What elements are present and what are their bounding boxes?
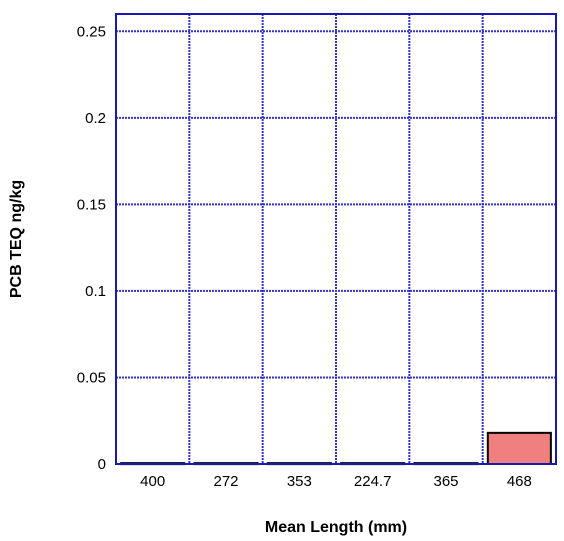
x-axis-title: Mean Length (mm) bbox=[265, 519, 407, 536]
y-axis-title: PCB TEQ ng/kg bbox=[8, 180, 25, 298]
y-tick-label: 0.15 bbox=[77, 196, 106, 213]
bar-468 bbox=[486, 431, 552, 466]
x-tick-label: 353 bbox=[287, 473, 312, 490]
x-tick-label: 224.7 bbox=[354, 473, 392, 490]
y-tick-label: 0.1 bbox=[85, 283, 106, 300]
x-tick-labels: 400 272 353 224.7 365 468 bbox=[140, 473, 532, 490]
y-tick-label: 0.2 bbox=[85, 110, 106, 127]
plot-frame bbox=[115, 13, 557, 465]
x-tick-label: 400 bbox=[140, 473, 165, 490]
y-tick-label: 0.25 bbox=[77, 23, 106, 40]
x-tick-label: 272 bbox=[213, 473, 238, 490]
x-tick-label: 468 bbox=[507, 473, 532, 490]
y-tick-labels: 0 0.05 0.1 0.15 0.2 0.25 bbox=[77, 23, 106, 473]
y-tick-label: 0.05 bbox=[77, 369, 106, 386]
y-tick-label: 0 bbox=[98, 456, 106, 473]
grid bbox=[116, 14, 556, 464]
x-tick-label: 365 bbox=[433, 473, 458, 490]
